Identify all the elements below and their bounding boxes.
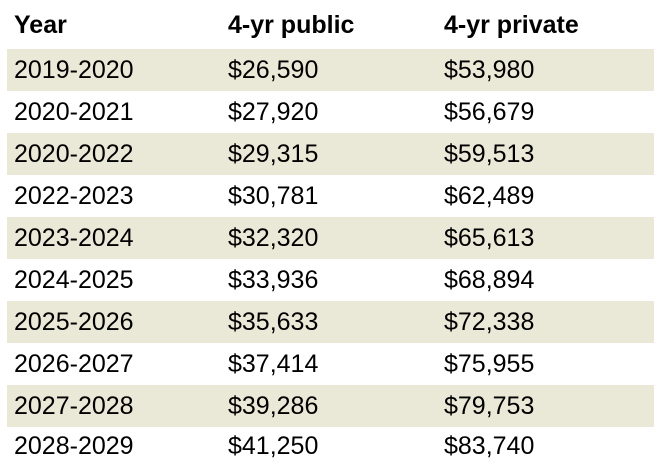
public-cost-cell: $30,781 xyxy=(228,181,319,210)
private-cost-cell: $56,679 xyxy=(444,97,535,126)
private-cost-cell: $75,955 xyxy=(444,349,535,378)
table-row: 2028-2029 $41,250 $83,740 xyxy=(7,425,654,467)
public-cost-cell: $35,633 xyxy=(228,307,319,336)
year-cell: 2026-2027 xyxy=(14,349,134,378)
year-cell: 2022-2023 xyxy=(14,181,134,210)
public-cost-cell: $37,414 xyxy=(228,349,319,378)
private-cost-cell: $72,338 xyxy=(444,307,535,336)
public-cost-cell: $39,286 xyxy=(228,391,319,420)
year-cell: 2025-2026 xyxy=(14,307,134,336)
year-cell: 2027-2028 xyxy=(14,391,134,420)
private-cost-cell: $68,894 xyxy=(444,265,535,294)
table-row: 2027-2028 $39,286 $79,753 xyxy=(7,385,654,427)
public-cost-cell: $26,590 xyxy=(228,55,319,84)
table-row: 2020-2022 $29,315 $59,513 xyxy=(7,133,654,175)
public-cost-cell: $33,936 xyxy=(228,265,319,294)
table-row: 2023-2024 $32,320 $65,613 xyxy=(7,217,654,259)
year-cell: 2024-2025 xyxy=(14,265,134,294)
year-cell: 2028-2029 xyxy=(14,431,134,460)
table-row: 2022-2023 $30,781 $62,489 xyxy=(7,175,654,217)
table-row: 2026-2027 $37,414 $75,955 xyxy=(7,343,654,385)
year-cell: 2020-2022 xyxy=(14,139,134,168)
public-cost-cell: $32,320 xyxy=(228,223,319,252)
table-row: 2019-2020 $26,590 $53,980 xyxy=(7,49,654,91)
header-year: Year xyxy=(14,10,67,39)
private-cost-cell: $59,513 xyxy=(444,139,535,168)
year-cell: 2019-2020 xyxy=(14,55,134,84)
private-cost-cell: $62,489 xyxy=(444,181,535,210)
table-row: 2024-2025 $33,936 $68,894 xyxy=(7,259,654,301)
table-row: 2025-2026 $35,633 $72,338 xyxy=(7,301,654,343)
public-cost-cell: $29,315 xyxy=(228,139,319,168)
year-cell: 2020-2021 xyxy=(14,97,134,126)
header-4yr-private: 4-yr private xyxy=(444,10,579,39)
table-row: 2020-2021 $27,920 $56,679 xyxy=(7,91,654,133)
private-cost-cell: $65,613 xyxy=(444,223,535,252)
private-cost-cell: $53,980 xyxy=(444,55,535,84)
private-cost-cell: $79,753 xyxy=(444,391,535,420)
year-cell: 2023-2024 xyxy=(14,223,134,252)
public-cost-cell: $27,920 xyxy=(228,97,319,126)
public-cost-cell: $41,250 xyxy=(228,431,319,460)
header-4yr-public: 4-yr public xyxy=(228,10,355,39)
private-cost-cell: $83,740 xyxy=(444,431,535,460)
table-header-row: Year 4-yr public 4-yr private xyxy=(7,4,654,46)
